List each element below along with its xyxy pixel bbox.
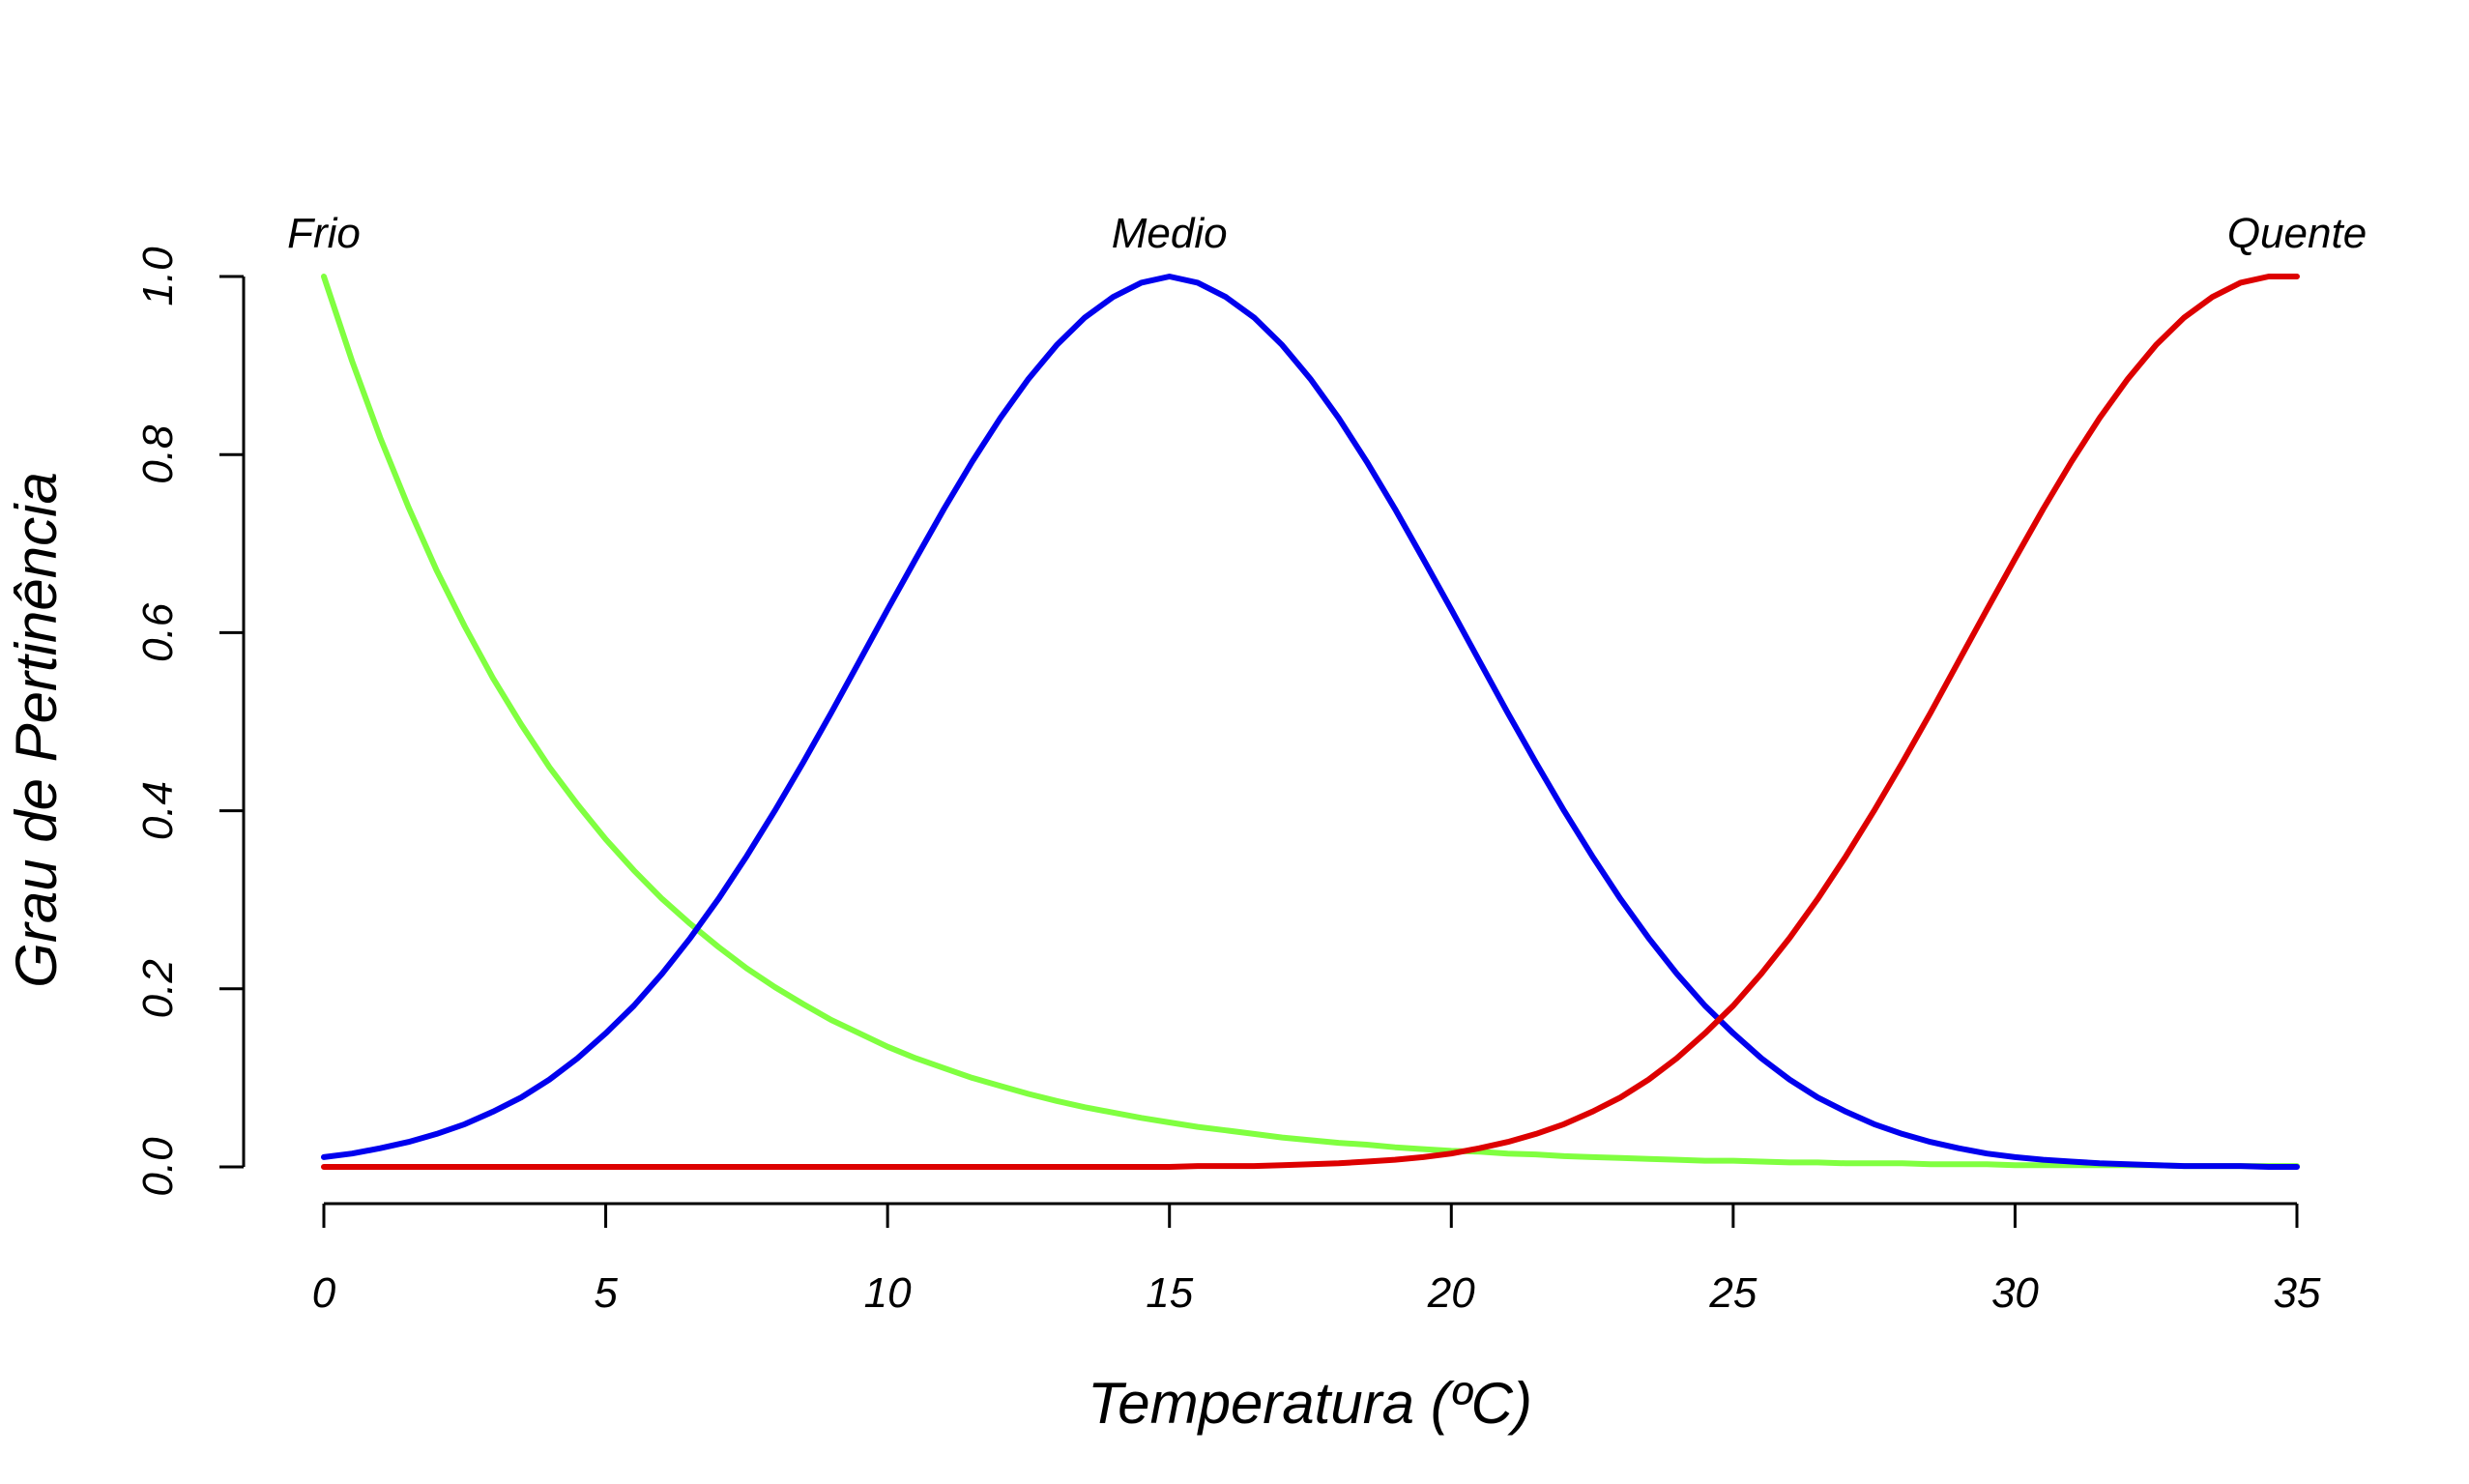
x-tick-label: 35 [2274,1269,2321,1317]
x-tick-label: 0 [312,1269,336,1317]
x-tick-label: 10 [864,1269,912,1317]
x-tick-label: 5 [594,1269,618,1317]
axes-layer [242,276,2297,1206]
y-tick-label: 0.4 [134,781,182,840]
y-tick-label: 0.2 [134,959,182,1018]
y-ticks-layer: 0.0 0.2 0.4 0.6 0.8 1.0 [134,247,244,1197]
series-line-medio [321,274,2300,1170]
y-axis-title: Grau de Pertinência [4,472,69,988]
x-axis-title: Temperatura (ºC) [1088,1371,1532,1436]
series-line-quente [321,274,2300,1170]
y-tick-label: 0.6 [134,602,182,662]
y-tick-label: 0.0 [134,1137,182,1197]
x-tick-label: 15 [1146,1269,1193,1317]
x-tick-label: 20 [1427,1269,1475,1317]
x-tick-label: 25 [1708,1269,1757,1317]
series-label-frio: Frio [287,210,361,257]
curves-layer [321,274,2300,1170]
y-tick-label: 1.0 [134,247,182,306]
x-ticks-layer: 0 5 10 15 20 25 30 35 [312,1204,2321,1317]
x-tick-label: 30 [1991,1269,2039,1317]
series-line-frio [321,274,2300,1170]
series-labels-layer: Frio Medio Quente [287,210,2367,257]
y-tick-label: 0.8 [134,424,182,484]
series-label-quente: Quente [2227,210,2367,257]
series-label-medio: Medio [1112,210,1228,257]
